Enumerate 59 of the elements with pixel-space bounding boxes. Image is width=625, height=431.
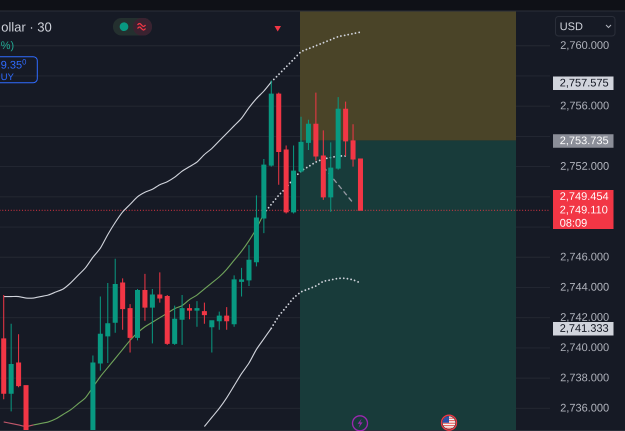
y-tick-label: 2,760.000 bbox=[560, 41, 609, 50]
candlestick bbox=[172, 305, 178, 346]
y-tick-label: 2,736.000 bbox=[560, 404, 609, 413]
candlestick bbox=[313, 92, 318, 162]
y-tick-label: 2,740.000 bbox=[560, 343, 609, 352]
candlestick bbox=[1, 294, 6, 400]
text: 2,741.333 bbox=[560, 324, 608, 334]
candlestick bbox=[291, 144, 296, 214]
candlestick bbox=[24, 385, 29, 431]
candlestick bbox=[8, 323, 14, 412]
candlestick bbox=[164, 294, 170, 346]
candlestick bbox=[180, 294, 185, 346]
candlestick bbox=[224, 306, 230, 330]
annotation: %) bbox=[1, 41, 14, 52]
candlestick bbox=[142, 273, 148, 322]
text: 2,757.575 bbox=[560, 78, 608, 88]
text: ollar · 30 bbox=[2, 22, 52, 32]
candlestick bbox=[350, 124, 356, 168]
candlestick bbox=[98, 296, 103, 372]
candlestick bbox=[276, 92, 282, 186]
y-axis-title: USD bbox=[560, 22, 582, 30]
y-tick-label: 2,744.000 bbox=[560, 282, 609, 292]
y-tick-label: 2,752.000 bbox=[560, 162, 609, 172]
y-tick-label: 2,738.000 bbox=[560, 374, 609, 383]
candlestick bbox=[120, 278, 126, 330]
candlestick bbox=[16, 334, 22, 388]
candlestick bbox=[194, 300, 200, 328]
candlestick bbox=[320, 130, 326, 200]
candlestick bbox=[134, 288, 140, 341]
candlestick bbox=[268, 80, 274, 168]
candlestick bbox=[150, 288, 155, 344]
candlestick bbox=[261, 158, 266, 234]
annotation: UY bbox=[1, 73, 14, 80]
candlestick bbox=[328, 142, 334, 212]
y-tick-label: 2,756.000 bbox=[560, 102, 609, 111]
candlestick bbox=[239, 267, 244, 298]
candlestick bbox=[216, 311, 222, 330]
candlestick bbox=[209, 320, 214, 353]
annotation: 9.35$^{0}$ bbox=[1, 59, 26, 69]
candlestick bbox=[254, 194, 259, 267]
candlestick bbox=[246, 244, 252, 286]
candlestick bbox=[298, 116, 304, 174]
candlestick bbox=[112, 258, 118, 334]
text: 2,749.454 bbox=[560, 192, 608, 202]
text: 08:09 bbox=[560, 218, 587, 227]
candlestick bbox=[336, 96, 341, 170]
candlestick bbox=[343, 101, 348, 157]
y-tick-label: 2,742.000 bbox=[560, 313, 609, 322]
ref-line-label: 2,749.110 bbox=[560, 206, 608, 215]
candlestick bbox=[105, 282, 110, 364]
candlestick bbox=[128, 304, 133, 353]
candlestick bbox=[157, 272, 162, 304]
candlestick bbox=[90, 354, 96, 431]
candlestick bbox=[187, 304, 192, 320]
candlestick bbox=[202, 302, 207, 324]
y-tick-label: 2,746.000 bbox=[560, 252, 609, 262]
candlestick bbox=[232, 274, 237, 328]
text: 2,753.735 bbox=[560, 136, 608, 146]
candlestick bbox=[306, 119, 311, 150]
